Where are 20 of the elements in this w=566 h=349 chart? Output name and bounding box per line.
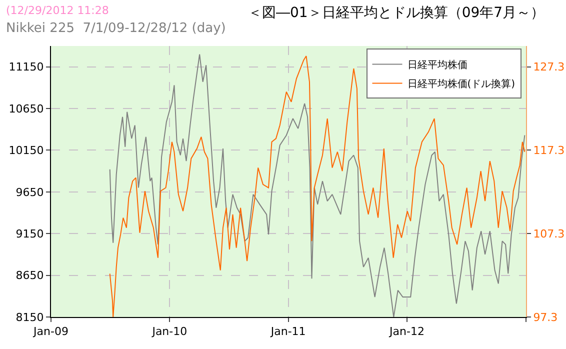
y-tick-label: 10150 bbox=[8, 144, 44, 158]
y-tick-label: 10650 bbox=[8, 102, 44, 116]
y-tick-label: 8650 bbox=[16, 269, 44, 282]
y2-tick-label: 117.3 bbox=[533, 144, 565, 158]
y-tick-label: 9150 bbox=[16, 227, 44, 240]
y2-tick-label: 107.3 bbox=[533, 227, 565, 240]
legend-label: 日経平均株価(ドル換算) bbox=[407, 78, 516, 90]
chart-subtitle: Nikkei 225 7/1/09-12/28/12 (day) bbox=[6, 21, 226, 36]
x-tick-label: Jan-10 bbox=[151, 325, 188, 338]
text: (12/29/2012 11:28 bbox=[6, 4, 109, 17]
x-tick-label: Jan-09 bbox=[32, 325, 68, 338]
y2-tick-label: 127.3 bbox=[533, 60, 565, 74]
chart-title: ＜図―01＞日経平均とドル換算（09年7月～） bbox=[248, 4, 545, 21]
x-tick-label: Jan-11 bbox=[270, 325, 306, 338]
y2-tick-label: 97.3 bbox=[533, 310, 558, 324]
y-tick-label: 11150 bbox=[8, 60, 44, 74]
y-tick-label: 8150 bbox=[16, 310, 44, 324]
y-tick-label: 9650 bbox=[16, 186, 44, 199]
x-tick-label: Jan-12 bbox=[388, 325, 424, 338]
legend-label: 日経平均株価 bbox=[407, 59, 468, 72]
